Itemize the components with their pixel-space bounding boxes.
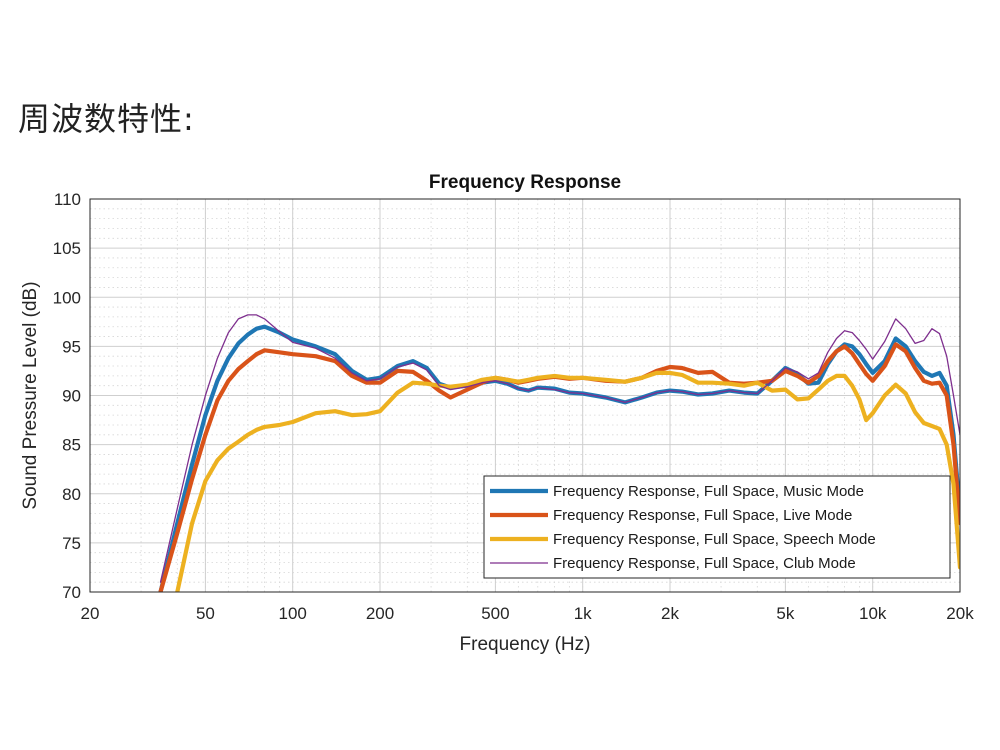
legend-label-3: Frequency Response, Full Space, Speech M…: [553, 531, 876, 548]
x-tick-label: 20k: [946, 604, 974, 623]
y-tick-label: 90: [62, 387, 81, 406]
y-tick-label: 75: [62, 534, 81, 553]
y-tick-label: 80: [62, 485, 81, 504]
x-tick-label: 50: [196, 604, 215, 623]
chart-title: Frequency Response: [429, 172, 621, 193]
page-heading: 周波数特性:: [18, 100, 195, 138]
series-line-4: [159, 314, 960, 583]
legend-box: [483, 475, 951, 579]
legend-label-1: Frequency Response, Full Space, Music Mo…: [553, 483, 864, 500]
y-tick-label: 70: [62, 583, 81, 602]
legend-label-4: Frequency Response, Full Space, Club Mod…: [553, 555, 856, 572]
x-tick-label: 2k: [661, 604, 679, 623]
x-tick-label: 5k: [776, 604, 794, 623]
legend-label-2: Frequency Response, Full Space, Live Mod…: [553, 507, 852, 524]
y-axis-title: Sound Pressure Level (dB): [20, 281, 41, 509]
y-tick-label: 95: [62, 337, 81, 356]
x-tick-label: 200: [366, 604, 394, 623]
series-line-3: [175, 370, 960, 592]
tick-layer: 20 50 100 200 500 1k 2k 5k 10k 20k 70 75 80 85 90 95 100…: [53, 190, 975, 623]
series-layer: [158, 314, 960, 592]
x-tick-label: 1k: [574, 604, 592, 623]
x-tick-label: 500: [481, 604, 509, 623]
y-tick-label: 100: [53, 288, 81, 307]
x-tick-label: 10k: [859, 604, 887, 623]
x-tick-label: 100: [279, 604, 307, 623]
y-tick-label: 85: [62, 436, 81, 455]
x-tick-label: 20: [81, 604, 100, 623]
y-tick-label: 110: [54, 190, 81, 209]
legend: Frequency Response, Full Space, Music Mo…: [483, 475, 951, 579]
x-axis-title: Frequency (Hz): [460, 634, 591, 655]
plot-frame: [89, 198, 961, 593]
y-tick-label: 105: [53, 239, 81, 258]
